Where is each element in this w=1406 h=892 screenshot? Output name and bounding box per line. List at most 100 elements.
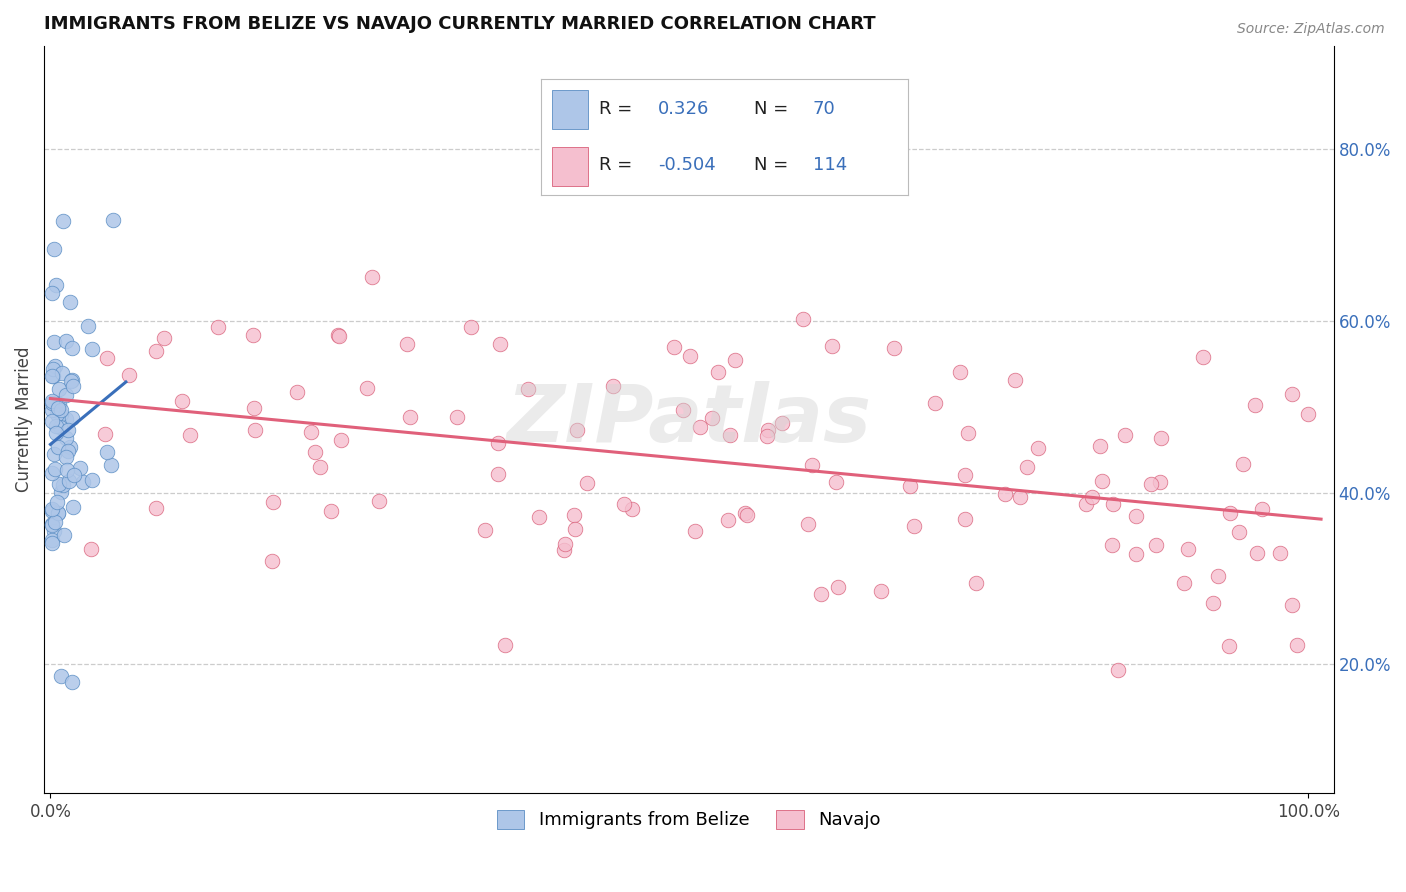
Point [821,339,844,353]
Point [319,504,342,518]
Point [299,425,322,440]
Point [724,352,747,367]
Point [46,506,69,520]
Point [41,361,63,376]
Point [46,440,69,454]
Point [683,524,706,538]
Point [41,536,63,550]
Point [45,277,67,292]
Point [489,337,512,351]
Point [565,423,588,437]
Point [309,459,332,474]
Point [770,416,793,430]
Point [672,402,695,417]
Point [56,463,79,477]
Point [207,319,229,334]
Point [575,475,598,490]
Point [48,397,70,411]
Point [46,495,69,509]
Point [953,512,976,526]
Point [55,334,77,349]
Point [486,467,509,481]
Point [562,508,585,522]
Point [1125,508,1147,523]
Point [49,407,72,421]
Point [474,523,496,537]
Point [49,669,72,683]
Point [96,445,118,459]
Point [58,444,80,458]
Point [883,341,905,355]
Point [58,295,80,310]
Point [100,458,122,472]
Point [46,401,69,415]
Point [1114,427,1136,442]
Point [42,334,65,349]
Point [1191,350,1213,364]
Point [1177,541,1199,556]
Point [82,473,104,487]
Point [41,466,63,480]
Point [48,382,70,396]
Point [172,393,194,408]
Point [53,527,76,541]
Point [1149,475,1171,490]
Point [1015,459,1038,474]
Point [60,373,83,387]
Point [41,285,63,300]
Point [702,411,724,425]
Point [328,329,350,343]
Point [55,388,77,402]
Point [1246,546,1268,560]
Point [553,542,575,557]
Point [41,533,63,547]
Point [44,462,66,476]
Point [118,368,141,382]
Point [44,359,66,374]
Point [1173,576,1195,591]
Point [41,368,63,383]
Point [145,343,167,358]
Point [101,213,124,227]
Point [285,384,308,399]
Point [62,342,84,356]
Point [55,450,77,464]
Point [1250,501,1272,516]
Point [949,366,972,380]
Point [62,378,84,392]
Point [41,369,63,384]
Point [827,580,849,594]
Point [662,340,685,354]
Point [1139,477,1161,491]
Point [42,447,65,461]
Point [45,418,67,433]
Point [96,351,118,365]
Point [48,506,70,520]
Point [41,504,63,518]
Point [41,396,63,410]
Legend: Immigrants from Belize, Navajo: Immigrants from Belize, Navajo [491,803,887,837]
Point [360,269,382,284]
Point [145,501,167,516]
Point [51,403,73,417]
Point [1090,440,1112,454]
Point [48,476,70,491]
Point [44,515,66,529]
Point [613,497,636,511]
Point [356,381,378,395]
Point [689,420,711,434]
Point [1232,457,1254,471]
Point [800,458,823,472]
Point [898,478,921,492]
Point [1101,538,1123,552]
Point [55,431,77,445]
Point [41,517,63,532]
Text: IMMIGRANTS FROM BELIZE VS NAVAJO CURRENTLY MARRIED CORRELATION CHART: IMMIGRANTS FROM BELIZE VS NAVAJO CURRENT… [44,15,876,33]
Point [1219,506,1241,520]
Point [42,524,65,538]
Point [153,331,176,345]
Point [1227,525,1250,540]
Point [1281,598,1303,612]
Point [262,554,284,568]
Y-axis label: Currently Married: Currently Married [15,347,32,492]
